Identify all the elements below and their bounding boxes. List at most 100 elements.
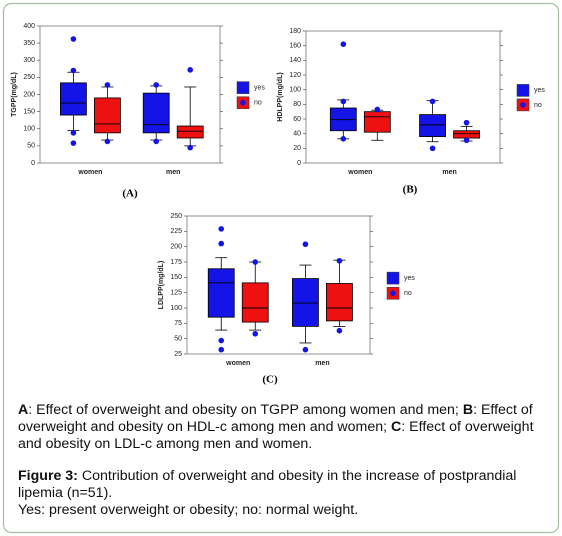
outlier [336,257,343,264]
y-tick-label: 120 [289,72,301,79]
legend-label: no [404,290,412,297]
plot-frame [186,215,371,355]
y-tick-label: 160 [289,43,301,50]
box [363,111,391,133]
outlier [302,346,309,353]
box [207,268,235,318]
outlier [70,36,77,42]
y-tick-label: 60 [293,116,301,123]
x-tick-label: men [166,169,180,176]
y-tick-label: 80 [293,101,301,108]
y-tick-label: 25 [174,351,182,358]
box [241,282,269,323]
legend-dot [390,290,396,297]
panel-label: (A) [122,188,138,200]
outlier [340,136,347,142]
outlier [153,138,159,145]
legend-swatch [386,271,400,285]
panel-label: (C) [262,374,278,386]
y-axis-title: LDLPP(mg/dL) [158,261,165,310]
box [326,283,353,322]
y-axis-title: HDLPP(mg/dL) [277,72,284,121]
y-tick-label: 100 [170,305,182,312]
legend-label: yes [254,84,265,91]
y-tick-label: 180 [289,28,301,35]
x-tick-label: men [442,169,456,176]
box [94,97,121,134]
outlier [153,82,159,88]
figure-label: Figure 3: [18,468,78,484]
y-axis-title: TGPP(mg/dL) [11,72,18,117]
box [60,82,87,116]
legend-swatch [516,84,530,97]
y-tick-label: 150 [170,274,182,281]
outlier [463,137,470,144]
outlier [340,41,347,47]
y-tick-label: 350 [23,40,35,47]
box [142,92,170,134]
outlier [218,337,225,344]
legend-dot [240,99,246,106]
x-tick-label: men [315,360,329,367]
y-tick-label: 125 [170,290,182,297]
y-tick-label: 50 [174,336,182,343]
outlier [429,145,436,152]
y-tick-label: 200 [170,244,182,251]
outlier [429,98,436,105]
panel-caption: A: Effect of overweight and obesity on T… [18,402,548,453]
legend-dot [520,102,526,108]
y-tick-label: 250 [170,213,182,220]
outlier [336,327,343,334]
outlier [302,241,309,248]
figure-note: Yes: present overweight or obesity; no: … [18,502,359,518]
outlier [463,119,470,126]
box [292,278,319,327]
panel-label: (B) [403,184,418,196]
x-tick-label: women [347,169,372,176]
legend-label: no [254,100,262,107]
y-tick-label: 0 [297,160,301,167]
outlier [340,98,347,105]
y-tick-label: 50 [27,143,35,150]
y-tick-label: 40 [293,131,301,138]
outlier [104,82,111,88]
y-tick-label: 200 [23,91,35,98]
outlier [70,140,77,146]
plot-frame [305,30,501,164]
caption-text: : Effect of overweight and obesity on HD… [18,402,533,435]
y-tick-label: 400 [23,23,35,30]
y-tick-label: 300 [23,57,35,64]
y-tick-label: 75 [174,320,182,327]
outlier [187,67,193,73]
box [419,114,446,137]
outlier [70,67,77,74]
caption-text: : Effect of overweight and obesity on TG… [28,402,459,418]
y-tick-label: 175 [170,259,182,266]
outlier [70,130,77,136]
box [176,125,204,139]
caption-letter: B [462,402,474,418]
outlier [218,346,225,353]
box [453,130,480,139]
caption-letter: C [391,419,402,435]
y-tick-label: 0 [31,160,35,167]
caption-text: : Effect of overweight and obesity on LD… [18,419,534,452]
legend-swatch [236,81,250,94]
y-tick-label: 150 [23,108,35,115]
outlier [252,259,259,265]
outlier [218,240,225,247]
outlier [374,106,381,113]
y-tick-label: 250 [23,74,35,81]
figure-caption-text: Contribution of overweight and obesity i… [18,468,517,501]
y-tick-label: 140 [289,57,301,64]
y-tick-label: 100 [23,126,35,133]
outlier [252,330,259,337]
figure-caption: Figure 3: Contribution of overweight and… [18,468,548,519]
y-tick-label: 20 [293,145,301,152]
legend-label: no [534,102,542,109]
outlier [218,226,225,232]
y-tick-label: 225 [170,228,182,235]
